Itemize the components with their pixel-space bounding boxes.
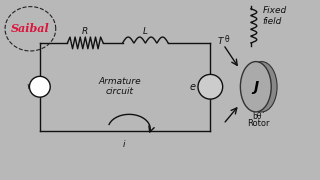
- Text: T: T: [217, 37, 223, 46]
- Text: Rotor: Rotor: [247, 119, 270, 128]
- Text: θ: θ: [224, 35, 229, 44]
- Ellipse shape: [240, 62, 271, 112]
- Text: v: v: [26, 82, 32, 91]
- Circle shape: [198, 74, 223, 99]
- Text: +: +: [207, 76, 214, 85]
- Text: +: +: [36, 78, 44, 89]
- Text: Fixed
field: Fixed field: [262, 6, 286, 26]
- Ellipse shape: [246, 62, 277, 112]
- Text: e: e: [189, 82, 196, 92]
- Text: i: i: [123, 140, 125, 149]
- Text: Armature
circuit: Armature circuit: [98, 77, 141, 96]
- Text: bθ˙: bθ˙: [252, 112, 266, 121]
- Text: Saibal: Saibal: [11, 23, 50, 34]
- Text: J: J: [253, 80, 258, 94]
- Circle shape: [29, 76, 50, 97]
- Text: L: L: [143, 27, 148, 36]
- Text: −: −: [206, 88, 214, 98]
- Text: −: −: [35, 86, 44, 96]
- Text: R: R: [82, 27, 88, 36]
